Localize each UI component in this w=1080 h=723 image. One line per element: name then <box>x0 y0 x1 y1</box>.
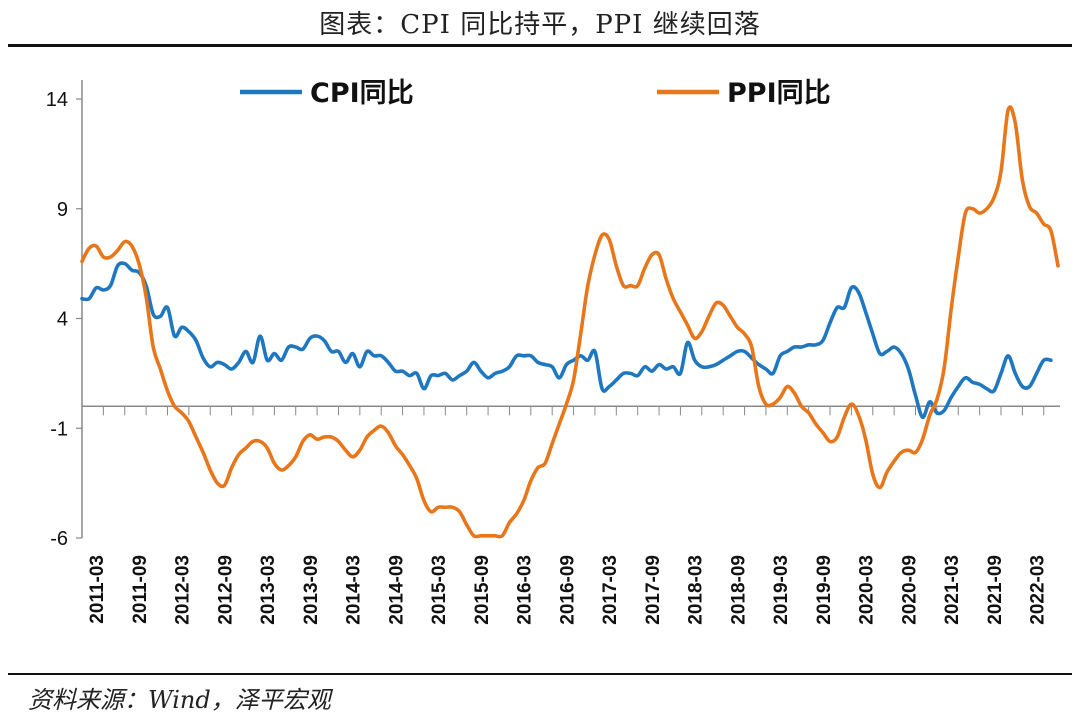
x-tick-label: 2019-09 <box>814 555 835 625</box>
x-tick-label: 2019-03 <box>771 555 792 625</box>
y-tick-label: 14 <box>46 89 68 111</box>
source-note: 资料来源：Wind，泽平宏观 <box>28 686 331 714</box>
x-tick-label: 2021-09 <box>985 555 1006 625</box>
y-tick-label: -1 <box>50 418 68 440</box>
x-tick-label: 2016-03 <box>515 555 536 625</box>
x-tick-label: 2018-03 <box>686 555 707 625</box>
series-layer <box>80 105 1060 539</box>
y-tick-label: 9 <box>57 199 68 221</box>
x-tick-label: 2013-03 <box>258 555 279 625</box>
y-tick-label: -6 <box>50 528 68 550</box>
bottom-rule <box>8 673 1072 675</box>
x-tick-label: 2021-03 <box>942 555 963 625</box>
x-tick-label: 2011-09 <box>130 555 151 624</box>
x-tick-label: 2013-09 <box>301 555 322 625</box>
x-tick-label: 2017-09 <box>643 555 664 625</box>
legend: CPI同比 PPI同比 <box>240 78 831 109</box>
x-tick-label: 2011-03 <box>87 555 108 624</box>
y-tick-label: 4 <box>57 309 68 331</box>
legend-label-ppi: PPI同比 <box>727 78 831 109</box>
x-tick-label: 2016-09 <box>557 555 578 625</box>
x-tick-label: 2018-09 <box>728 555 749 625</box>
top-rule <box>8 44 1072 47</box>
x-tick-label: 2012-09 <box>215 555 236 625</box>
x-tick-label: 2020-03 <box>857 555 878 625</box>
x-tick-label: 2014-03 <box>344 555 365 625</box>
x-tick-label: 2014-09 <box>386 555 407 625</box>
x-tick-label: 2022-03 <box>1028 555 1049 625</box>
x-tick-label: 2012-03 <box>173 555 194 625</box>
legend-label-cpi: CPI同比 <box>310 78 414 109</box>
cpi-series-line <box>80 261 1053 420</box>
chart-title: 图表：CPI 同比持平，PPI 继续回落 <box>319 10 761 40</box>
x-tick-label: 2015-09 <box>472 555 493 625</box>
x-axis-labels: 2011-03 2011-09 2012-03 2012-09 2013-03 2013-… <box>81 406 1049 625</box>
y-axis-labels: 14 9 4 -1 -6 <box>46 89 82 550</box>
x-tick-label: 2020-09 <box>899 555 920 625</box>
axes <box>81 80 1060 538</box>
x-tick-label: 2015-03 <box>429 555 450 625</box>
ppi-series-line <box>80 105 1060 539</box>
x-tick-label: 2017-03 <box>600 555 621 625</box>
